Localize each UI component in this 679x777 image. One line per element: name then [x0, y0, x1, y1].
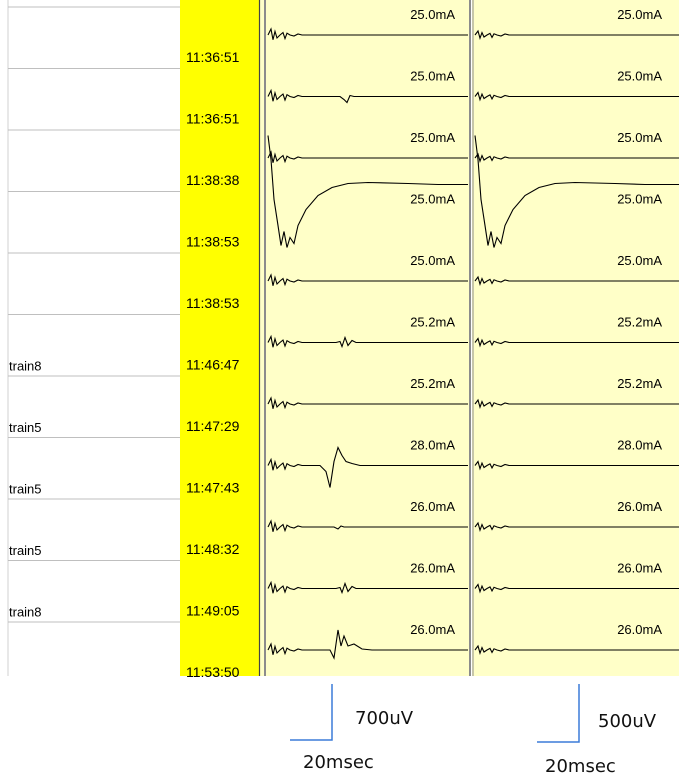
stim-current-left: 25.0mA [410, 253, 455, 268]
trace-left[interactable] [267, 396, 468, 410]
scale-bar-right [537, 684, 580, 743]
trace-right[interactable] [474, 152, 679, 164]
trace-left[interactable] [267, 27, 468, 41]
row-name[interactable]: train8 [9, 359, 42, 374]
row-timestamp: 11:49:05 [186, 603, 240, 619]
trace-right[interactable] [474, 460, 679, 471]
row-timestamp: 11:48:32 [186, 541, 240, 557]
row-timestamp: 11:38:38 [186, 172, 240, 188]
stim-current-right: 25.2mA [617, 315, 662, 330]
trace-left[interactable] [267, 273, 468, 287]
scale-amplitude-left: 700uV [355, 708, 414, 729]
stim-current-right: 25.0mA [617, 192, 662, 207]
trace-panel-left [260, 0, 470, 676]
row-name[interactable]: train5 [9, 482, 42, 497]
trace-right[interactable] [474, 398, 679, 410]
trace-left[interactable] [267, 629, 468, 660]
stim-current-right: 25.0mA [617, 69, 662, 84]
row-name[interactable]: train8 [9, 605, 42, 620]
stimulus-currents: 25.0mA 25.0mA 25.0mA 25.0mA 25.0mA 25.0mA 25.0… [410, 7, 662, 637]
trace-right[interactable] [474, 337, 679, 348]
stim-current-left: 26.0mA [410, 622, 455, 637]
stim-current-left: 28.0mA [410, 438, 455, 453]
stim-current-left: 25.0mA [410, 130, 455, 145]
row-timestamp: 11:38:53 [186, 234, 240, 250]
trace-left[interactable] [267, 519, 468, 533]
trace-right[interactable] [474, 29, 679, 41]
trace-left[interactable] [267, 334, 468, 349]
stim-current-right: 25.0mA [617, 7, 662, 22]
trace-right[interactable] [474, 583, 679, 594]
stim-current-right: 25.2mA [617, 376, 662, 391]
trace-left[interactable] [267, 580, 468, 595]
trace-right[interactable] [474, 275, 679, 287]
scale-bar-left [290, 684, 333, 741]
stim-current-left: 25.0mA [410, 7, 455, 22]
stim-current-left: 26.0mA [410, 561, 455, 576]
trace-right[interactable] [474, 521, 679, 533]
row-timestamp: 11:36:51 [186, 111, 240, 127]
row-name[interactable]: train5 [9, 543, 42, 558]
stim-current-right: 25.0mA [617, 253, 662, 268]
trace-left[interactable] [267, 135, 468, 248]
trace-panel-right [472, 0, 679, 676]
stim-current-right: 28.0mA [617, 438, 662, 453]
row-timestamp: 11:53:50 [186, 664, 240, 680]
scale-time-right: 20msec [545, 756, 616, 777]
row-timestamp: 11:47:29 [186, 418, 240, 434]
row-name[interactable]: train5 [9, 420, 42, 435]
trace-right[interactable] [474, 135, 679, 248]
scale-time-left: 20msec [303, 752, 374, 773]
trace-right[interactable] [474, 91, 679, 102]
stim-current-right: 25.0mA [617, 130, 662, 145]
trace-right[interactable] [474, 644, 679, 656]
stim-current-right: 26.0mA [617, 622, 662, 637]
stim-current-right: 26.0mA [617, 499, 662, 514]
trace-left[interactable] [267, 445, 468, 488]
timestamps: 11:36:51 11:36:51 11:38:38 11:38:53 11:38:53… [186, 49, 240, 680]
stim-current-left: 25.2mA [410, 315, 455, 330]
row-timestamp: 11:38:53 [186, 295, 240, 311]
stim-current-left: 26.0mA [410, 499, 455, 514]
scale-amplitude-right: 500uV [598, 711, 657, 732]
stim-current-right: 26.0mA [617, 561, 662, 576]
timestamp-column [180, 0, 259, 676]
stim-current-left: 25.0mA [410, 192, 455, 207]
name-row-lines [8, 6, 180, 623]
traces [267, 27, 679, 660]
trace-left[interactable] [267, 88, 468, 104]
row-timestamp: 11:46:47 [186, 357, 240, 373]
stim-current-left: 25.2mA [410, 376, 455, 391]
stim-current-left: 25.0mA [410, 69, 455, 84]
row-timestamp: 11:47:43 [186, 480, 240, 496]
trace-left[interactable] [267, 150, 468, 164]
row-names: train8 train5 train5 train5 train8 [9, 359, 42, 620]
name-column [0, 0, 180, 676]
row-timestamp: 11:36:51 [186, 49, 240, 65]
